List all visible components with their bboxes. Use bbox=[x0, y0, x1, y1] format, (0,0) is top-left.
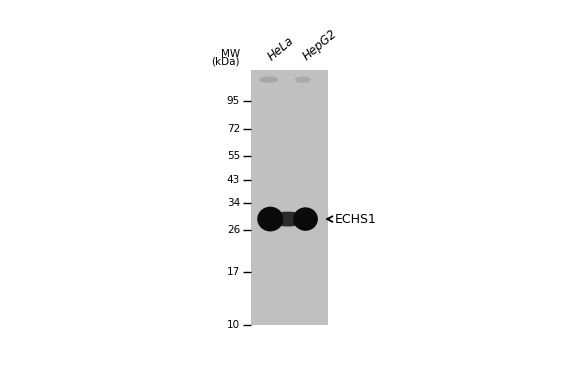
Ellipse shape bbox=[257, 207, 283, 231]
Ellipse shape bbox=[294, 76, 311, 83]
Bar bbox=[251, 70, 328, 325]
Text: 95: 95 bbox=[227, 96, 240, 106]
Ellipse shape bbox=[260, 76, 278, 83]
Text: 10: 10 bbox=[227, 320, 240, 330]
Text: HepG2: HepG2 bbox=[300, 27, 339, 63]
Text: 17: 17 bbox=[227, 267, 240, 277]
Ellipse shape bbox=[267, 212, 309, 226]
Text: 43: 43 bbox=[227, 175, 240, 185]
Text: HeLa: HeLa bbox=[265, 34, 296, 63]
Text: 55: 55 bbox=[227, 150, 240, 161]
Text: 26: 26 bbox=[227, 225, 240, 235]
Text: 34: 34 bbox=[227, 198, 240, 208]
Text: ECHS1: ECHS1 bbox=[334, 212, 376, 226]
Text: (kDa): (kDa) bbox=[212, 57, 240, 67]
Ellipse shape bbox=[293, 207, 318, 231]
Text: MW: MW bbox=[221, 49, 240, 59]
Text: 72: 72 bbox=[227, 124, 240, 134]
